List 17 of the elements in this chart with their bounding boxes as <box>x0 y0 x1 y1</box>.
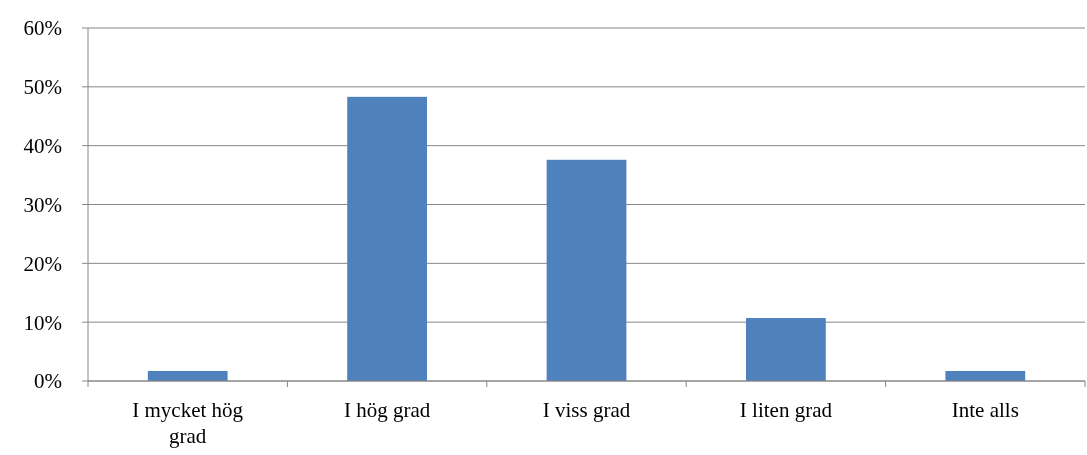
bar <box>546 159 627 381</box>
bar <box>746 318 826 381</box>
bar <box>945 371 1026 381</box>
y-tick-label: 30% <box>23 192 62 217</box>
x-tick-label: I hög grad <box>343 398 431 422</box>
bar <box>347 96 427 381</box>
y-tick-label: 40% <box>23 134 62 159</box>
y-tick-label: 60% <box>23 16 62 41</box>
x-tick-label: I liten grad <box>739 398 833 422</box>
x-tick-label: Inte alls <box>951 398 1019 422</box>
x-tick-label: I mycket hög grad <box>132 398 244 448</box>
y-tick-label: 0% <box>34 369 62 394</box>
x-tick-label: I viss grad <box>542 398 631 422</box>
y-tick-label: 10% <box>23 310 62 335</box>
bar <box>147 371 228 381</box>
y-tick-label: 20% <box>23 251 62 276</box>
y-tick-label: 50% <box>23 75 62 100</box>
